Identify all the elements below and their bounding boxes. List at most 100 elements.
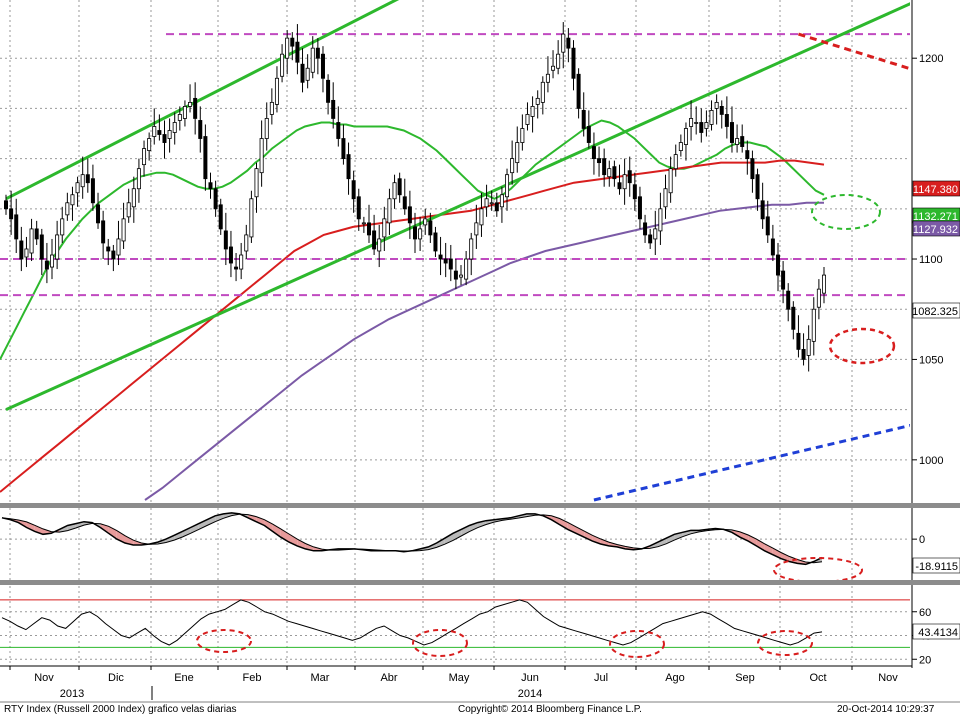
candle-body (153, 126, 156, 136)
candle-body (347, 155, 350, 179)
candle-body (516, 143, 519, 163)
candle-body (628, 171, 631, 183)
candle-body (280, 54, 283, 76)
candle-body (643, 223, 646, 235)
candle-body (490, 203, 493, 204)
candle-body (541, 82, 544, 102)
candle-body (357, 197, 360, 219)
footer-source: RTY Index (Russell 2000 Index) grafico v… (4, 704, 237, 715)
candle-body (725, 114, 728, 126)
candle-body (35, 229, 38, 239)
candle-body (50, 255, 53, 267)
rsi-line (2, 600, 822, 645)
candle-body (475, 223, 478, 235)
value-label: 43.4134 (918, 627, 958, 639)
candle-body (577, 74, 580, 108)
candle-body (403, 197, 406, 209)
candle-body (465, 259, 468, 279)
x-tick-label: Mar (311, 672, 330, 684)
candle-body (219, 205, 222, 229)
x-tick-label: Nov (878, 672, 898, 684)
candle-body (700, 122, 703, 132)
candle-body (20, 241, 23, 259)
candle-body (337, 122, 340, 138)
candle-body (306, 68, 309, 80)
x-year-label: 2014 (518, 688, 542, 700)
y-tick-label: 1050 (919, 354, 943, 366)
candle-body (557, 54, 560, 68)
candle-body (378, 239, 381, 251)
candle-body (270, 102, 273, 114)
candle-body (86, 175, 89, 183)
candle-body (132, 189, 135, 207)
candle-body (107, 247, 110, 251)
candle-body (572, 48, 575, 78)
candle-body (771, 239, 774, 255)
candle-body (531, 106, 534, 116)
panel-separator (0, 503, 960, 508)
candle-body (705, 122, 708, 128)
candle-body (500, 195, 503, 207)
x-tick-label: Feb (243, 672, 262, 684)
candle-body (526, 114, 529, 124)
candle-body (822, 275, 825, 293)
candle-body (413, 227, 416, 239)
x-tick-label: Abr (380, 672, 397, 684)
candle-body (608, 169, 611, 177)
candle-body (224, 231, 227, 249)
candle-body (454, 271, 457, 279)
candle-body (695, 122, 698, 123)
candle-body (756, 175, 759, 199)
candle-body (214, 189, 217, 209)
candle-body (485, 199, 488, 207)
candle-body (444, 259, 447, 263)
candle-body (459, 275, 462, 277)
candle-body (240, 255, 243, 269)
candlesticks (4, 22, 825, 371)
candle-body (741, 137, 744, 147)
candle-body (669, 169, 672, 193)
candle-body (332, 100, 335, 118)
candle-body (142, 149, 145, 165)
candle-body (61, 219, 64, 235)
candle-body (265, 118, 268, 138)
candle-body (291, 38, 294, 46)
y-tick-label: 1100 (919, 254, 943, 266)
candle-body (597, 159, 600, 163)
candle-body (188, 102, 191, 106)
candle-body (792, 307, 795, 329)
candle-body (194, 98, 197, 118)
candle-body (746, 151, 749, 159)
value-label: -18.9115 (915, 561, 958, 573)
candle-body (183, 106, 186, 118)
x-tick-label: Jul (594, 672, 608, 684)
candle-body (296, 42, 299, 62)
candle-body (807, 339, 810, 355)
candle-body (638, 197, 641, 219)
candle-body (316, 48, 319, 58)
candle-body (301, 64, 304, 82)
candle-body (812, 309, 815, 341)
candle-body (766, 217, 769, 235)
candle-body (286, 38, 289, 58)
candle-body (168, 130, 171, 138)
candle-body (567, 38, 570, 48)
candle-body (449, 259, 452, 269)
candle-body (66, 203, 69, 215)
x-tick-label: Dic (108, 672, 124, 684)
annotation-ellipse (413, 630, 467, 656)
candle-body (173, 122, 176, 132)
candle-body (730, 122, 733, 142)
panel-separator (0, 580, 960, 585)
candle-body (275, 78, 278, 104)
candle-body (209, 183, 212, 189)
x-tick-label: Sep (735, 672, 755, 684)
candle-body (178, 114, 181, 120)
candle-body (229, 247, 232, 263)
candle-body (623, 175, 626, 189)
candle-body (342, 139, 345, 159)
candle-body (15, 215, 18, 239)
candle-body (424, 219, 427, 225)
candle-body (40, 235, 43, 259)
